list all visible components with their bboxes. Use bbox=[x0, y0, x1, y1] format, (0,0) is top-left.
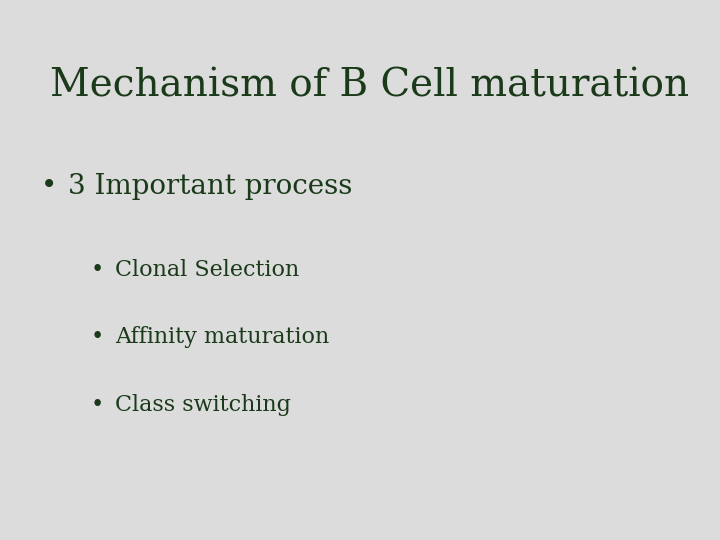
Text: •: • bbox=[91, 327, 104, 348]
Text: •: • bbox=[41, 173, 57, 200]
Text: •: • bbox=[91, 394, 104, 416]
Text: Clonal Selection: Clonal Selection bbox=[115, 259, 300, 281]
Text: Mechanism of B Cell maturation: Mechanism of B Cell maturation bbox=[50, 68, 690, 105]
Text: Class switching: Class switching bbox=[115, 394, 291, 416]
Text: Affinity maturation: Affinity maturation bbox=[115, 327, 330, 348]
Text: 3 Important process: 3 Important process bbox=[68, 173, 353, 200]
Text: •: • bbox=[91, 259, 104, 281]
